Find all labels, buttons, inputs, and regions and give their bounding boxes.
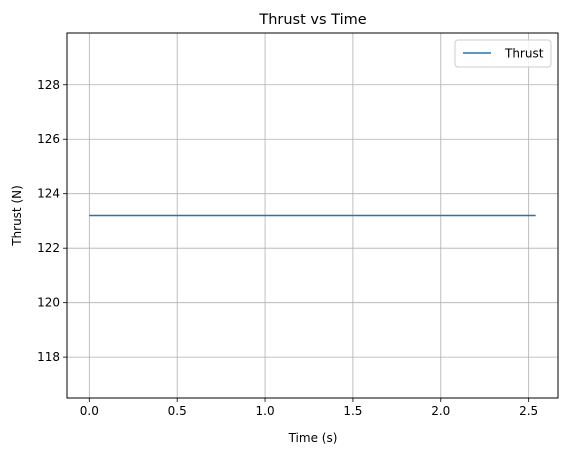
x-axis-label: Time (s): [288, 431, 338, 445]
chart-title: Thrust vs Time: [258, 12, 366, 28]
x-tick-label: 0.0: [80, 404, 99, 418]
plot-frame: [66, 32, 559, 399]
y-tick-label: 128: [37, 78, 60, 92]
y-tick-label: 126: [37, 132, 60, 146]
y-axis-ticks: 118 120 122 124 126 128: [37, 78, 67, 364]
x-tick-label: 1.5: [343, 404, 362, 418]
legend: Thrust: [454, 39, 552, 68]
y-tick-label: 120: [37, 296, 60, 310]
y-axis-label: Thrust (N): [10, 185, 24, 247]
y-tick-label: 122: [37, 241, 60, 255]
x-tick-label: 1.0: [256, 404, 275, 418]
x-axis-ticks: 0.0 0.5 1.0 1.5 2.0 2.5: [80, 398, 538, 418]
x-tick-label: 2.5: [519, 404, 538, 418]
legend-label-thrust: Thrust: [504, 47, 544, 61]
legend-box: [454, 39, 552, 68]
y-tick-label: 118: [37, 350, 60, 364]
x-tick-label: 2.0: [431, 404, 450, 418]
x-tick-label: 0.5: [168, 404, 187, 418]
y-tick-label: 124: [37, 187, 60, 201]
